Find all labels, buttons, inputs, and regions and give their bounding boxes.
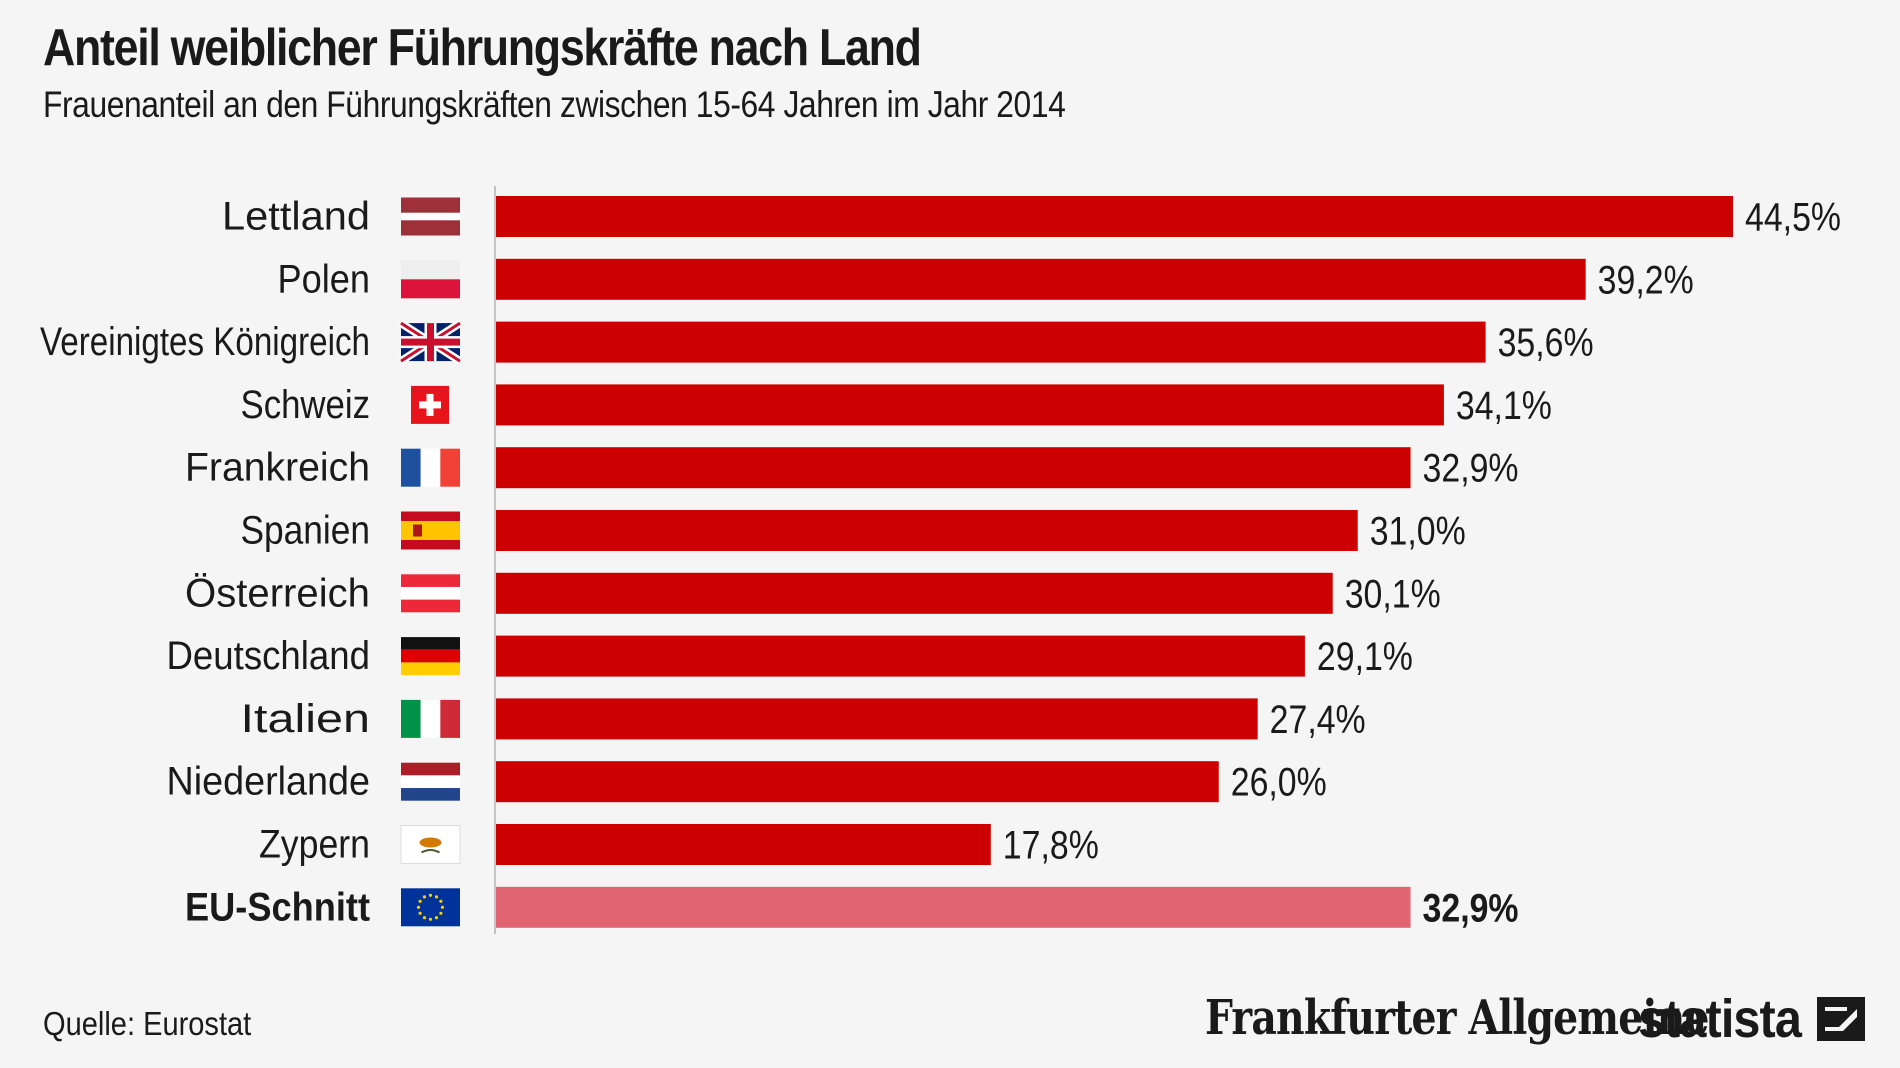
value-label: 17,8% (1003, 824, 1099, 868)
netherlands-flag-icon (401, 762, 460, 801)
germany-flag-icon (401, 637, 460, 676)
chart-title: Anteil weiblicher Führungskräfte nach La… (43, 19, 922, 77)
france-flag-icon (401, 448, 460, 487)
value-label: 32,9% (1423, 447, 1519, 491)
faz-logo: Frankfurter Allgemeine (1205, 990, 1709, 1046)
bar (496, 196, 1733, 237)
category-label: Zypern (259, 823, 370, 867)
value-label: 32,9% (1423, 886, 1519, 930)
bar (496, 447, 1411, 489)
bar (496, 698, 1258, 740)
bar (496, 572, 1333, 614)
category-label: Frankreich (185, 446, 370, 490)
value-label: 35,6% (1498, 321, 1594, 365)
value-label: 27,4% (1270, 698, 1366, 742)
bar (496, 384, 1444, 426)
italy-flag-icon (401, 699, 460, 738)
statista-logo: statista (1638, 988, 1866, 1050)
category-label: Niederlande (167, 760, 371, 804)
bar (496, 258, 1586, 300)
value-label: 34,1% (1456, 384, 1552, 428)
latvia-flag-icon (401, 197, 460, 236)
bar (496, 510, 1358, 551)
statista-wordmark: statista (1638, 989, 1802, 1049)
category-label: Österreich (185, 571, 370, 615)
cyprus-flag-icon (400, 825, 461, 864)
category-label: Spanien (241, 509, 371, 553)
category-label: Polen (278, 257, 371, 301)
value-label: 26,0% (1231, 761, 1327, 805)
category-label: Italien (241, 697, 371, 741)
category-label: Schweiz (241, 383, 371, 427)
uk-flag-icon (398, 319, 463, 365)
value-label: 39,2% (1598, 258, 1694, 302)
bar (496, 321, 1486, 363)
austria-flag-icon (401, 574, 460, 613)
value-label: 44,5% (1745, 196, 1841, 240)
statista-mark-icon (1817, 997, 1866, 1041)
category-label: Vereinigtes Königreich (40, 320, 370, 364)
eu-flag-icon (401, 888, 460, 927)
bar (496, 761, 1219, 803)
value-label: 29,1% (1317, 635, 1413, 679)
category-label: Deutschland (167, 634, 371, 678)
source-note: Quelle: Eurostat (43, 1005, 252, 1042)
chart-subtitle: Frauenanteil an den Führungskräften zwis… (43, 84, 1066, 125)
bar-eu-average (496, 886, 1411, 928)
bar (496, 824, 991, 865)
category-label: EU-Schnitt (185, 885, 370, 929)
spain-flag-icon (401, 511, 460, 550)
switzerland-flag-icon (411, 385, 449, 424)
poland-flag-icon (401, 260, 460, 299)
value-label: 30,1% (1345, 572, 1441, 616)
category-label: Lettland (222, 195, 370, 239)
bar (496, 635, 1305, 677)
value-label: 31,0% (1370, 510, 1466, 554)
